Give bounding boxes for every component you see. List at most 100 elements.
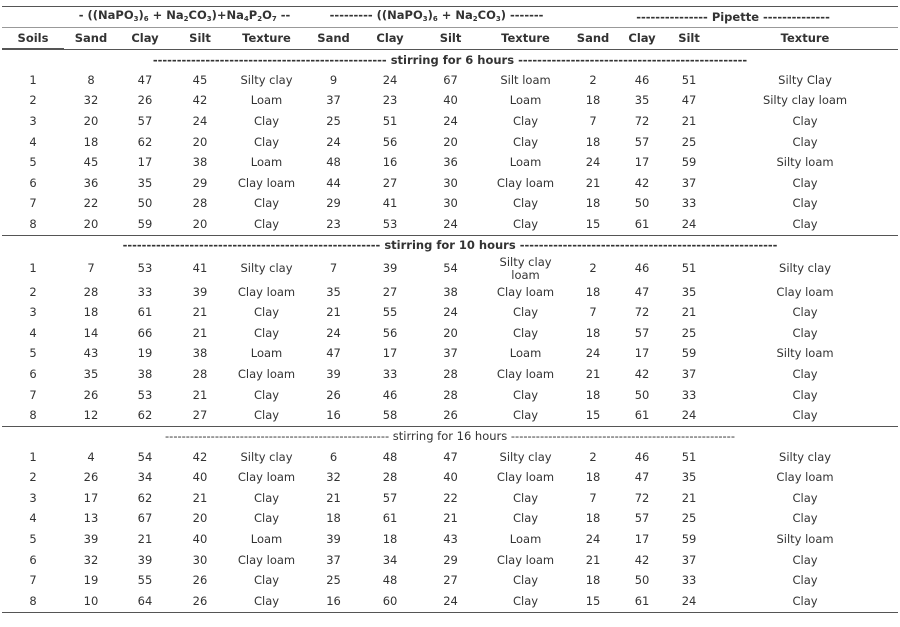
cell-number: 21 bbox=[326, 490, 341, 505]
cell-text: Clay loam bbox=[496, 470, 555, 485]
cell-text: Silty clay bbox=[240, 261, 293, 276]
cell-number: 57 bbox=[137, 113, 153, 128]
cell-text: Loam bbox=[250, 346, 283, 361]
cell-number: 39 bbox=[326, 532, 341, 547]
cell-number: 21 bbox=[192, 325, 208, 340]
cell-number: 41 bbox=[382, 196, 398, 211]
empty-cell bbox=[2, 6, 64, 28]
cell-number: 26 bbox=[83, 470, 99, 485]
cell-number: 20 bbox=[83, 216, 99, 231]
cell-text: Silty clay loam bbox=[762, 93, 848, 108]
cell-number: 25 bbox=[326, 573, 341, 588]
cell-number: 7 bbox=[589, 490, 597, 505]
cell-number: 30 bbox=[192, 552, 208, 567]
cell-number: 47 bbox=[681, 93, 697, 108]
cell-number: 32 bbox=[83, 93, 99, 108]
cell-text: Clay loam bbox=[237, 470, 296, 485]
cell-number: 35 bbox=[681, 284, 697, 299]
data-row: 2 32 26 42 Loam 37 23 40 Loam 18 35 47 Silty clay lo… bbox=[2, 91, 898, 112]
cell-number: 7 bbox=[29, 573, 37, 588]
cell-number: 19 bbox=[83, 573, 99, 588]
cell-number: 16 bbox=[326, 408, 341, 423]
cell-number: 34 bbox=[382, 552, 398, 567]
cell-number: 3 bbox=[29, 490, 37, 505]
cell-number: 33 bbox=[382, 366, 398, 381]
cell-text: Clay loam bbox=[237, 284, 296, 299]
cell-number: 17 bbox=[634, 532, 650, 547]
cell-text: Clay loam bbox=[237, 552, 296, 567]
cell-number: 61 bbox=[137, 305, 153, 320]
cell-number: 18 bbox=[585, 573, 601, 588]
cell-text: Clay bbox=[512, 408, 539, 423]
cell-number: 54 bbox=[443, 261, 458, 276]
cell-number: 24 bbox=[382, 72, 398, 87]
cell-number: 8 bbox=[87, 72, 95, 87]
cell-number: 17 bbox=[137, 155, 153, 170]
cell-number: 35 bbox=[326, 284, 341, 299]
column-header: Sand bbox=[305, 27, 363, 50]
cell-text: Clay bbox=[253, 573, 280, 588]
cell-number: 24 bbox=[418, 591, 484, 613]
cell-number: 36 bbox=[83, 175, 99, 190]
data-row: 5 43 19 38 Loam 47 17 37 Loam 24 17 59 Silty loam bbox=[2, 344, 898, 365]
cell-text: Clay bbox=[792, 134, 818, 149]
cell-number: 18 bbox=[585, 325, 601, 340]
cell-number: 2 bbox=[589, 72, 597, 87]
cell-number: 7 bbox=[29, 387, 37, 402]
cell-number: 7 bbox=[589, 113, 597, 128]
data-row: 8 12 62 27 Clay 16 58 26 Clay 15 61 24 Clay bbox=[2, 405, 898, 426]
cell-number: 61 bbox=[618, 591, 667, 613]
data-row: 1 8 47 45 Silty clay 9 24 67 Silt loam 2 46 51 Silty… bbox=[2, 70, 898, 91]
cell-number: 16 bbox=[305, 591, 363, 613]
group-text: - ((NaPO bbox=[78, 7, 134, 22]
column-header: Silt bbox=[418, 27, 484, 50]
cell-number: 8 bbox=[29, 408, 37, 423]
cell-text: Clay bbox=[512, 216, 539, 231]
cell-number: 24 bbox=[585, 532, 601, 547]
cell-number: 13 bbox=[83, 511, 99, 526]
cell-number: 30 bbox=[443, 196, 458, 211]
cell-number: 38 bbox=[137, 366, 153, 381]
cell-text: Clay bbox=[512, 305, 539, 320]
cell-number: 33 bbox=[681, 573, 697, 588]
cell-number: 38 bbox=[192, 155, 208, 170]
cell-text: Clay bbox=[483, 591, 569, 613]
data-row: 6 35 38 28 Clay loam 39 33 28 Clay loam 21 42 37 Cla… bbox=[2, 364, 898, 385]
cell-text: Clay loam bbox=[496, 284, 555, 299]
cell-number: 56 bbox=[382, 325, 398, 340]
data-row: 2 28 33 39 Clay loam 35 27 38 Clay loam 18 47 35 Cla… bbox=[2, 282, 898, 303]
cell-number: 21 bbox=[326, 305, 341, 320]
group-text: ) ------- bbox=[500, 7, 544, 22]
data-row: 3 17 62 21 Clay 21 57 22 Clay 7 72 21 Clay bbox=[2, 488, 898, 509]
data-row: 4 18 62 20 Clay 24 56 20 Clay 18 57 25 Clay bbox=[2, 132, 898, 153]
cell-number: 23 bbox=[326, 216, 341, 231]
cell-number: 2 bbox=[29, 470, 37, 485]
cell-text: Clay bbox=[792, 216, 818, 231]
cell-number: 12 bbox=[83, 408, 99, 423]
cell-number: 66 bbox=[137, 325, 153, 340]
cell-number: 28 bbox=[443, 366, 458, 381]
data-row: 7 22 50 28 Clay 29 41 30 Clay 18 50 33 Clay bbox=[2, 194, 898, 215]
cell-number: 1 bbox=[29, 261, 37, 276]
cell-number: 24 bbox=[326, 134, 341, 149]
cell-number: 67 bbox=[137, 511, 153, 526]
cell-number: 18 bbox=[585, 284, 601, 299]
cell-number: 39 bbox=[83, 532, 99, 547]
group-text: CO bbox=[477, 7, 496, 22]
cell-number: 59 bbox=[681, 532, 697, 547]
group-text: )+Na bbox=[211, 7, 244, 22]
cell-text: Clay bbox=[792, 196, 818, 211]
cell-number: 27 bbox=[192, 408, 208, 423]
cell-text: Loam bbox=[250, 93, 283, 108]
cell-text: Clay bbox=[512, 113, 539, 128]
cell-number: 22 bbox=[83, 196, 99, 211]
cell-text: Clay bbox=[253, 325, 280, 340]
group-text: -- bbox=[276, 7, 291, 22]
section-row: ----------------------------------------… bbox=[2, 234, 899, 256]
cell-number: 55 bbox=[137, 573, 153, 588]
cell-number: 5 bbox=[29, 346, 37, 361]
cell-number: 48 bbox=[382, 573, 398, 588]
cell-number: 9 bbox=[329, 72, 338, 87]
cell-number: 38 bbox=[192, 346, 208, 361]
cell-text: Silty Clay bbox=[778, 72, 832, 87]
